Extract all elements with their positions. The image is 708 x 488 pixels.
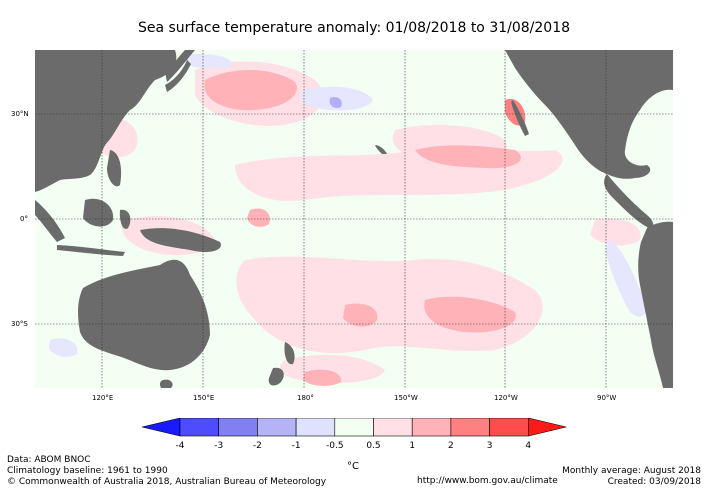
footer-monthly-average: Monthly average: August 2018 (562, 466, 701, 476)
colorbar-labels: -4 -3 -2 -1 -0.5 0.5 1 2 3 4 (176, 441, 532, 451)
australia (78, 259, 210, 371)
new-zealand-south (268, 367, 284, 386)
sumatra (35, 200, 65, 242)
colorbar-tick-label: 1 (409, 441, 415, 451)
new-zealand-north (284, 342, 295, 365)
baja-california (511, 100, 529, 136)
north-america (505, 50, 673, 179)
colorbar-tick-label: 2 (448, 441, 454, 451)
colorbar-swatch (295, 418, 336, 437)
y-tick-label: 30°N (11, 110, 29, 118)
sst-anomaly-map (35, 50, 673, 388)
colorbar-tick-label: 4 (525, 441, 531, 451)
y-tick-label: 0° (20, 215, 28, 223)
south-america (638, 221, 673, 388)
colorbar-tick-label: 3 (487, 441, 493, 451)
colorbar-tick-label: -3 (214, 441, 223, 451)
y-tick-label: 30°S (11, 320, 28, 328)
sulawesi (119, 209, 131, 229)
new-guinea (140, 228, 221, 253)
x-tick-label: 90°W (597, 394, 617, 402)
x-tick-label: 120°E (92, 394, 114, 402)
x-tick-label: 150°W (394, 394, 418, 402)
x-tick-label: 120°W (494, 394, 518, 402)
footer-url[interactable]: http://www.bom.gov.au/climate (417, 476, 558, 486)
colorbar-swatch (489, 418, 529, 437)
colorbar-tick-label: 0.5 (366, 441, 380, 451)
tasmania (159, 379, 173, 388)
colorbar-swatches (141, 418, 567, 437)
map-title: Sea surface temperature anomaly: 01/08/2… (137, 20, 571, 36)
colorbar-swatch (179, 418, 220, 437)
legend-unit: °C (347, 461, 359, 472)
colorbar-swatch (218, 418, 258, 437)
asia-mainland (35, 50, 177, 192)
hawaii (375, 145, 387, 154)
graticule (35, 50, 673, 388)
warm-anomaly-mid (204, 70, 521, 386)
footer-created-date: Created: 03/09/2018 (607, 477, 701, 487)
java (57, 245, 125, 256)
colorbar-swatch (450, 418, 490, 437)
footer-data-source: Data: ABOM BNOC (7, 455, 91, 465)
korea-japan (165, 50, 195, 82)
colorbar-swatch (257, 418, 297, 437)
japan-islands (165, 60, 191, 92)
x-tick-label: 180° (297, 394, 314, 402)
colorbar-swatch (334, 418, 374, 437)
colorbar-swatch (373, 418, 413, 437)
borneo (83, 198, 114, 227)
footer-baseline: Climatology baseline: 1961 to 1990 (7, 466, 168, 476)
land (35, 50, 673, 388)
colorbar-tick-label: -2 (253, 441, 262, 451)
colorbar-swatch (411, 418, 452, 437)
colorbar-tick-label: -0.5 (326, 441, 344, 451)
central-america (604, 174, 654, 230)
colorbar-tick-label: -4 (176, 441, 185, 451)
colorbar-arrow-high (527, 418, 567, 437)
colorbar-tick-label: -1 (292, 441, 301, 451)
philippines (107, 150, 122, 187)
x-tick-label: 150°E (193, 394, 215, 402)
footer-copyright: © Commonwealth of Australia 2018, Austra… (7, 477, 327, 487)
colorbar-legend: -4 -3 -2 -1 -0.5 0.5 1 2 3 4 (141, 418, 567, 451)
colorbar-arrow-low (141, 418, 181, 437)
